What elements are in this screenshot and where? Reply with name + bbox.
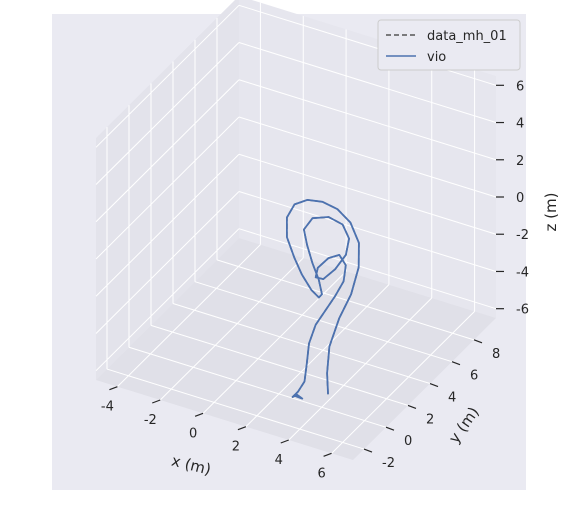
z-tick-label: -6 [516, 303, 529, 318]
grid-line-z-back [238, 116, 497, 198]
x-tick-label: 2 [232, 440, 240, 455]
pane-xy [96, 238, 496, 460]
pane-yz [96, 0, 239, 380]
grid-line-y-floor [128, 346, 387, 428]
grid-line-y-floor [172, 303, 431, 385]
x-tick-mark [323, 452, 332, 457]
z-tick-label: 4 [516, 117, 524, 132]
trajectory-series [285, 198, 360, 400]
grid-line-z-back [238, 153, 497, 235]
legend-box [377, 19, 521, 71]
z-tick-label: 0 [516, 191, 524, 206]
y-tick-mark [385, 426, 395, 431]
series-line-vio [285, 198, 360, 400]
y-tick-mark [407, 404, 417, 409]
grid-line-y-floor [150, 324, 409, 406]
y-tick-label: 2 [426, 412, 434, 427]
y-tick-label: 8 [492, 347, 500, 362]
y-tick-label: 0 [404, 434, 412, 449]
grid-line-x-floor [288, 297, 433, 441]
z-tick-label: -2 [516, 228, 529, 243]
x-tick-label: -2 [144, 413, 157, 428]
z-tick-label: 6 [516, 79, 524, 94]
x-tick-mark [194, 412, 204, 417]
z-tick-label: 2 [516, 154, 524, 169]
x-tick-mark [280, 439, 289, 444]
y-tick-label: 4 [448, 391, 456, 406]
grid-line-x-floor [117, 244, 261, 388]
grid-line-x-floor [331, 310, 475, 454]
grid-line-z-left [95, 116, 240, 260]
grid-line-x-floor [159, 257, 304, 401]
grid-line-z-left [95, 79, 240, 223]
y-tick-mark [473, 339, 483, 344]
y-tick-label: -2 [382, 456, 395, 471]
y-tick-label: 6 [470, 369, 478, 384]
y-tick-mark [451, 361, 461, 366]
grid-line-z-back [238, 4, 497, 86]
grid-line-z-left [95, 42, 240, 185]
grid-line-z-back [238, 79, 497, 161]
legend-label-data-mh-01: data_mh_01 [427, 29, 507, 44]
x-tick-label: 6 [317, 466, 325, 481]
legend: data_mh_01 vio [377, 19, 521, 71]
y-tick-mark [429, 382, 439, 388]
x-tick-label: -4 [101, 400, 114, 415]
z-axis-label: z (m) [542, 193, 560, 232]
x-tick-label: 4 [275, 453, 283, 468]
grid-line-x-floor [245, 284, 390, 428]
z-tick-label: -4 [516, 266, 529, 281]
grid-line-z-left [95, 191, 240, 334]
grid-line-z-back [238, 42, 497, 124]
grid-line-z-left [95, 153, 240, 297]
x-tick-mark [152, 399, 161, 404]
grid-line-z-back [238, 228, 497, 310]
legend-label-vio: vio [427, 50, 446, 65]
grid-line-y-floor [216, 259, 475, 341]
x-tick-label: 0 [189, 426, 197, 441]
grid-line-z-left [95, 4, 240, 148]
grid-line-y-floor [106, 368, 365, 450]
x-tick-mark [109, 386, 118, 391]
grid-line-z-left [95, 228, 240, 372]
x-tick-mark [237, 426, 247, 431]
grid-line-z-back [238, 190, 497, 272]
y-tick-mark [363, 448, 373, 453]
grid-line-y-floor [194, 281, 453, 363]
